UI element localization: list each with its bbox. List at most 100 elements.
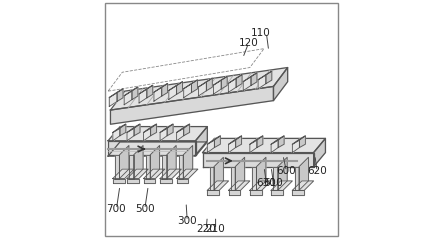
Polygon shape (314, 138, 326, 167)
Polygon shape (162, 83, 167, 96)
Polygon shape (228, 75, 242, 83)
Polygon shape (183, 146, 193, 179)
Polygon shape (202, 138, 326, 152)
Polygon shape (110, 68, 288, 110)
Polygon shape (256, 157, 266, 190)
Polygon shape (144, 169, 165, 179)
Polygon shape (154, 87, 162, 101)
Polygon shape (127, 169, 148, 179)
Polygon shape (207, 190, 219, 195)
Polygon shape (250, 139, 257, 152)
Text: 210: 210 (206, 224, 225, 234)
Text: 620: 620 (307, 167, 327, 176)
Text: 120: 120 (239, 38, 259, 48)
Polygon shape (124, 91, 132, 105)
Polygon shape (184, 84, 191, 98)
Polygon shape (184, 124, 190, 136)
Polygon shape (108, 127, 207, 141)
Polygon shape (214, 157, 223, 190)
Polygon shape (228, 78, 236, 92)
Polygon shape (236, 75, 242, 87)
Polygon shape (221, 76, 227, 89)
Polygon shape (184, 80, 198, 89)
Polygon shape (214, 136, 220, 147)
Text: 700: 700 (107, 204, 126, 214)
Polygon shape (110, 87, 273, 124)
Polygon shape (271, 136, 284, 144)
Text: 500: 500 (135, 204, 155, 214)
Polygon shape (229, 190, 241, 195)
Polygon shape (124, 87, 138, 96)
Polygon shape (257, 136, 263, 147)
Polygon shape (278, 157, 287, 190)
Polygon shape (127, 124, 140, 132)
Polygon shape (169, 82, 183, 90)
Polygon shape (195, 127, 207, 155)
Polygon shape (150, 146, 159, 179)
Polygon shape (258, 75, 266, 89)
Text: 600: 600 (276, 167, 296, 176)
Polygon shape (151, 124, 156, 136)
Polygon shape (146, 155, 150, 179)
Polygon shape (127, 127, 134, 141)
Polygon shape (109, 92, 117, 107)
Polygon shape (167, 124, 173, 136)
Polygon shape (117, 89, 123, 101)
Polygon shape (273, 68, 288, 101)
Polygon shape (243, 76, 251, 91)
Polygon shape (273, 167, 278, 190)
Polygon shape (295, 167, 299, 190)
Text: 610: 610 (264, 178, 284, 188)
Polygon shape (292, 190, 304, 195)
Polygon shape (214, 76, 227, 85)
Polygon shape (177, 82, 183, 94)
Polygon shape (252, 167, 256, 190)
Polygon shape (198, 78, 212, 87)
Polygon shape (243, 73, 257, 81)
Polygon shape (113, 179, 124, 183)
Polygon shape (191, 80, 198, 92)
Polygon shape (179, 155, 183, 179)
Polygon shape (177, 169, 198, 179)
Polygon shape (167, 146, 176, 179)
Polygon shape (115, 155, 120, 179)
Polygon shape (154, 83, 167, 92)
Polygon shape (207, 139, 214, 152)
Polygon shape (127, 179, 139, 183)
Polygon shape (160, 124, 173, 132)
Polygon shape (250, 181, 271, 190)
Polygon shape (144, 127, 151, 141)
Polygon shape (207, 136, 220, 144)
Polygon shape (109, 89, 123, 98)
Polygon shape (250, 136, 263, 144)
Polygon shape (271, 139, 278, 152)
Polygon shape (139, 89, 147, 103)
Polygon shape (144, 179, 155, 183)
Polygon shape (113, 169, 134, 179)
Polygon shape (207, 181, 229, 190)
Polygon shape (163, 155, 167, 179)
Polygon shape (229, 139, 236, 152)
Polygon shape (266, 71, 272, 84)
Polygon shape (147, 85, 153, 98)
Text: 300: 300 (178, 216, 197, 226)
Polygon shape (236, 136, 241, 147)
Polygon shape (139, 85, 153, 94)
Polygon shape (214, 80, 221, 94)
Text: 630: 630 (256, 178, 276, 188)
Polygon shape (299, 136, 305, 147)
Polygon shape (160, 169, 181, 179)
Polygon shape (132, 87, 138, 100)
Polygon shape (292, 136, 305, 144)
Polygon shape (120, 146, 129, 179)
Text: 110: 110 (251, 28, 270, 38)
Polygon shape (169, 85, 177, 99)
Polygon shape (235, 157, 245, 190)
Polygon shape (278, 136, 284, 147)
Polygon shape (108, 141, 195, 155)
Polygon shape (177, 179, 188, 183)
Polygon shape (160, 179, 172, 183)
Polygon shape (160, 127, 167, 141)
Polygon shape (271, 190, 283, 195)
Polygon shape (231, 167, 235, 190)
